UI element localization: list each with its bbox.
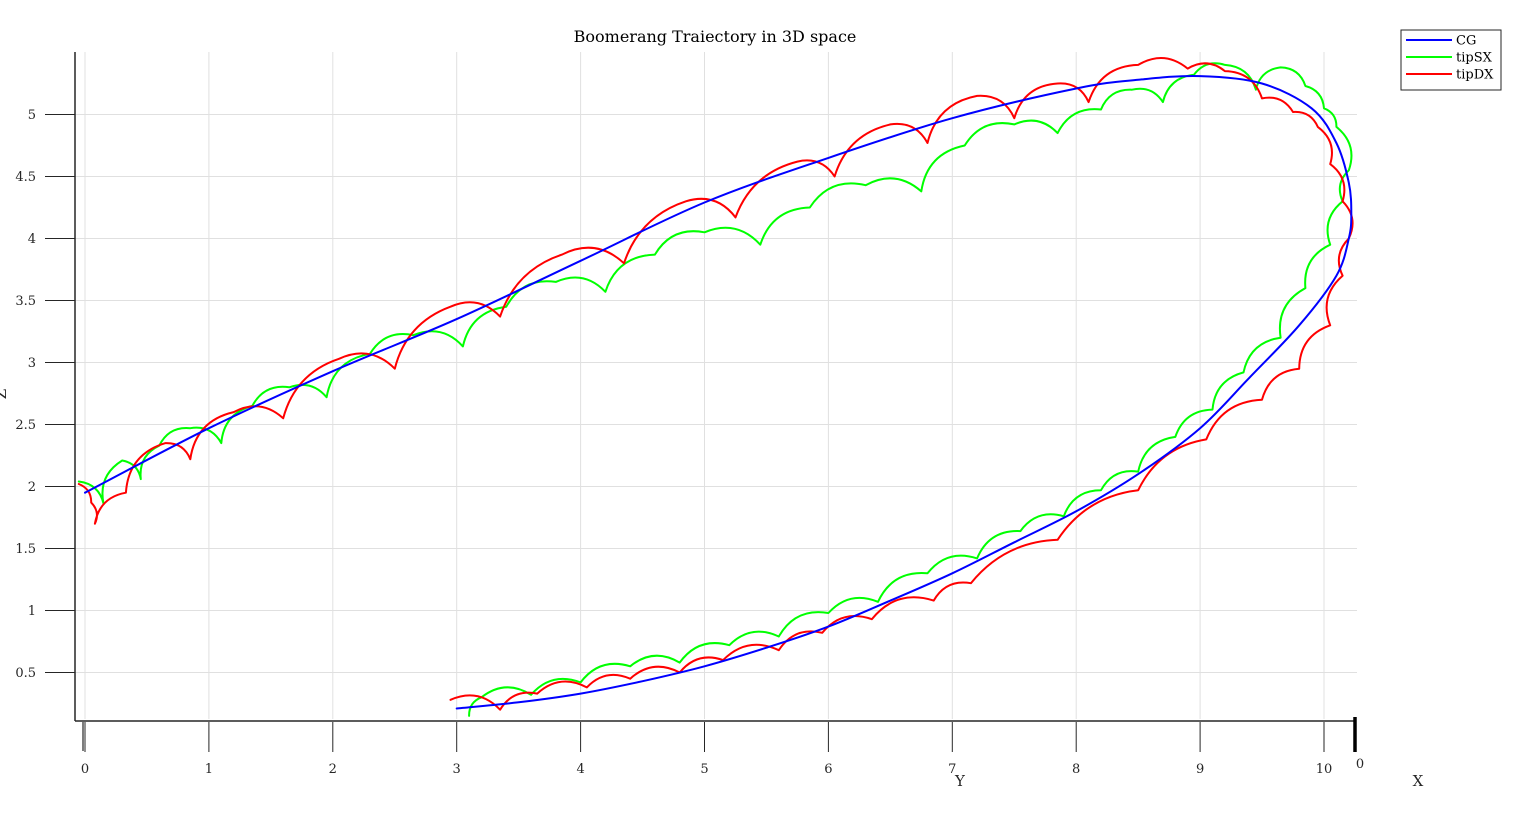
- legend-label-tipdx: tipDX: [1456, 68, 1494, 83]
- y-tick-label: 1: [28, 604, 36, 619]
- grid-lines: [75, 52, 1357, 719]
- y-tick-label: 0.5: [15, 666, 36, 681]
- x-tick-label: 1: [205, 762, 213, 777]
- y-tick-label: 4: [28, 232, 36, 247]
- x-tick-label: 8: [1072, 762, 1080, 777]
- x-tick-label: 6: [824, 762, 832, 777]
- x-tick-label: 4: [576, 762, 584, 777]
- y-tick-label: 5: [28, 108, 36, 123]
- x-tick-label: 2: [329, 762, 337, 777]
- x-tick-label: 9: [1196, 762, 1204, 777]
- x-tick-label: 10: [1316, 762, 1333, 777]
- legend: CG tipSX tipDX: [1400, 29, 1502, 91]
- y-tick-label: 4.5: [15, 170, 36, 185]
- x-tick-label: 7: [948, 762, 956, 777]
- x-tick-label: 0: [81, 762, 89, 777]
- y-tick-label: 3: [28, 356, 36, 371]
- y-tick-label: 1.5: [15, 542, 36, 557]
- legend-label-tipsx: tipSX: [1456, 51, 1493, 66]
- axes: 0 1 2 3 4 5 6 7 8 9 10 0.5 1 1.5 2 2.5 3 3.5 4 4.5 5: [15, 52, 1357, 777]
- x-axis-title: Y: [954, 772, 966, 790]
- z-axis-tick-label: 0: [1356, 757, 1364, 772]
- x-tick-label: 3: [453, 762, 461, 777]
- x-tick-label: 5: [700, 762, 708, 777]
- y-tick-label: 3.5: [15, 294, 36, 309]
- z-axis-title: X: [1413, 772, 1424, 790]
- y-tick-label: 2: [28, 480, 36, 495]
- y-axis-title: Z: [0, 389, 10, 399]
- series-line-tipsx: [77, 62, 1353, 717]
- series-line-cg: [84, 74, 1353, 710]
- y-tick-label: 2.5: [15, 418, 36, 433]
- legend-label-cg: CG: [1456, 34, 1476, 49]
- series-layer: [77, 57, 1354, 717]
- chart-title: Boomerang Traiectory in 3D space: [574, 27, 857, 46]
